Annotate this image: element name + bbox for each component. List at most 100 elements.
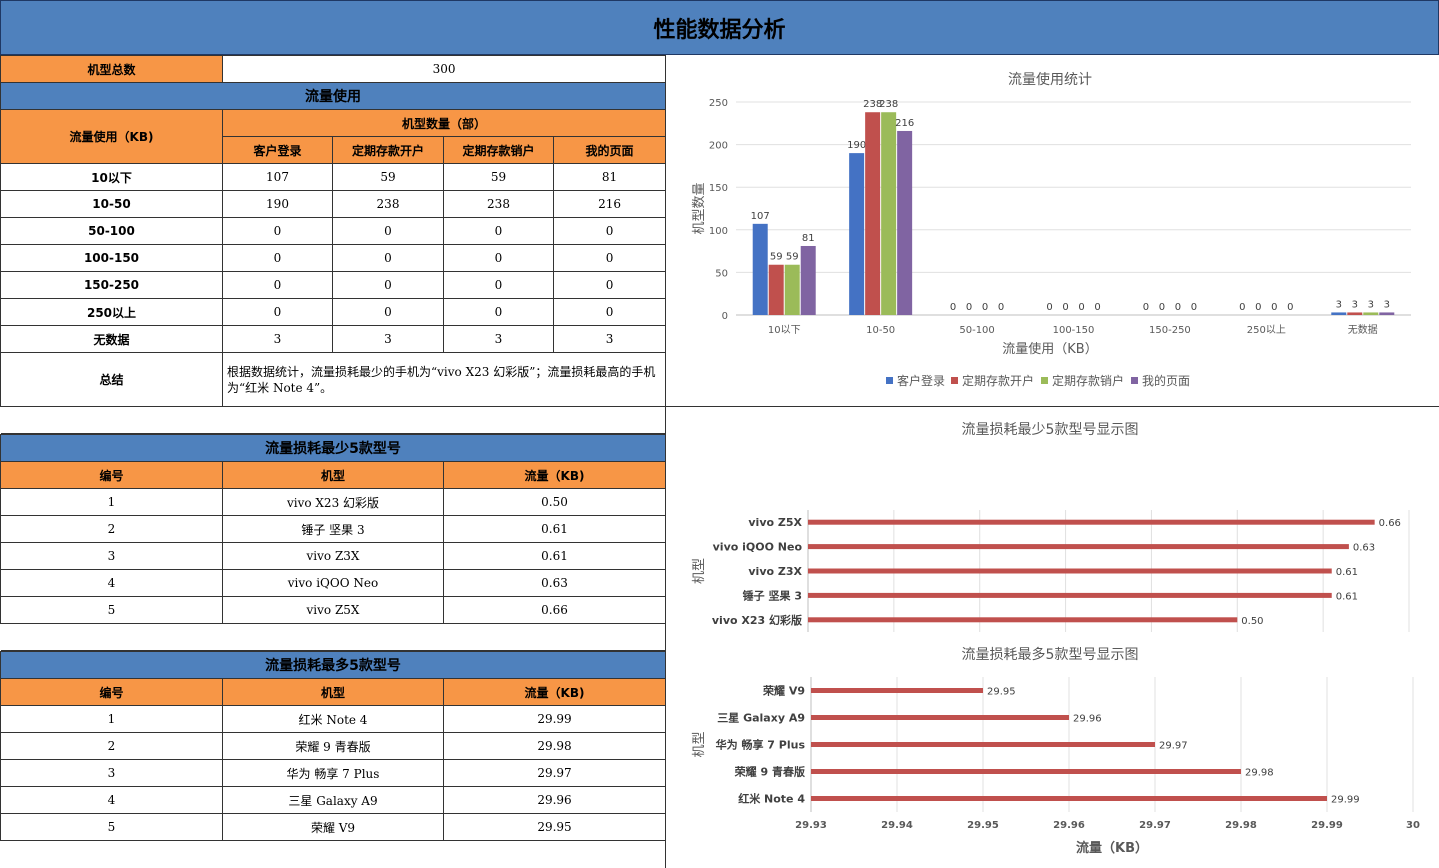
cell: 0.61 <box>442 515 667 543</box>
chart-title: 流量损耗最少5款型号显示图 <box>962 422 1139 438</box>
cell: vivo Z3X <box>222 542 444 570</box>
most-section-title: 流量损耗最多5款型号 <box>0 651 667 679</box>
data-label: 3 <box>1336 299 1342 310</box>
y-tick-label: 三星 Galaxy A9 <box>717 712 805 725</box>
bar <box>881 112 897 315</box>
table-row: 5 荣耀 V9 29.95 <box>0 813 667 841</box>
cell: 0 <box>552 244 667 272</box>
row-label: 10-50 <box>0 190 223 218</box>
data-label: 3 <box>1384 299 1390 310</box>
cell: 190 <box>222 190 333 218</box>
cell: 0 <box>332 271 444 299</box>
col-header: 编号 <box>0 461 223 489</box>
data-label: 0 <box>1239 302 1245 313</box>
y-tick-label: 荣耀 V9 <box>762 684 805 698</box>
most-header-row: 编号 机型 流量（KB) <box>0 678 667 706</box>
data-label: 0.63 <box>1353 543 1375 554</box>
cell: 0.63 <box>442 569 667 597</box>
table-row: 10以下 107 59 59 81 <box>0 163 667 191</box>
data-label: 0.50 <box>1241 616 1263 627</box>
cell: 0 <box>222 244 333 272</box>
cell: 0 <box>443 217 554 245</box>
cell: 2 <box>0 515 223 543</box>
usage-section-title: 流量使用 <box>0 82 667 110</box>
cell: 3 <box>0 542 223 570</box>
cell: 0 <box>552 217 667 245</box>
col-header: 流量（KB) <box>442 678 667 706</box>
bar <box>808 617 1238 623</box>
data-label: 29.97 <box>1159 741 1188 752</box>
cell: 0 <box>443 298 554 326</box>
row-label: 150-250 <box>0 271 223 299</box>
legend-swatch <box>1131 377 1138 384</box>
bar <box>768 264 784 315</box>
col-header: 流量（KB) <box>442 461 667 489</box>
x-tick-label: 无数据 <box>1348 323 1378 336</box>
table-row: 1 vivo X23 幻彩版 0.50 <box>0 488 667 516</box>
cell: 29.95 <box>442 813 667 841</box>
cell: 238 <box>443 190 554 218</box>
y-tick-label: 荣耀 9 青春版 <box>734 765 805 779</box>
data-label: 29.99 <box>1331 795 1360 806</box>
table-row: 50-100 0 0 0 0 <box>0 217 667 245</box>
least-table: 流量损耗最少5款型号 编号 机型 流量（KB) 1 vivo X23 幻彩版 0… <box>0 434 667 651</box>
col-header: 编号 <box>0 678 223 706</box>
data-label: 29.96 <box>1073 714 1102 725</box>
data-label: 0 <box>1191 302 1197 313</box>
spacer <box>0 406 666 434</box>
usage-sub-header-row: 客户登录 定期存款开户 定期存款销户 我的页面 <box>1 136 667 164</box>
y-tick-label: vivo iQOO Neo <box>713 541 803 554</box>
data-label: 3 <box>1368 299 1374 310</box>
total-models-row: 机型总数 300 <box>0 55 667 83</box>
least-bar-chart: 流量损耗最少5款型号显示图00.10.20.30.40.50.60.7vivo … <box>692 422 1410 632</box>
bar <box>808 519 1375 525</box>
x-tick-label: 29.96 <box>1053 820 1085 831</box>
cell: 238 <box>332 190 444 218</box>
data-label: 190 <box>847 140 866 151</box>
cell: 0 <box>443 244 554 272</box>
cell: 59 <box>443 163 554 191</box>
x-tick-label: 150-250 <box>1149 325 1191 336</box>
y-axis-label: 机型 <box>692 731 707 757</box>
data-label: 0 <box>1271 302 1277 313</box>
cell: 2 <box>0 732 223 760</box>
cell: 4 <box>0 786 223 814</box>
cell: 1 <box>0 488 223 516</box>
legend-entry: 客户登录 <box>897 373 945 388</box>
charts-panel: 流量使用统计 0 50 100 150 200 250 机型数量 10以下 107 59 59 81 10… <box>665 55 1439 868</box>
data-label: 0 <box>998 302 1004 313</box>
y-axis-label: 机型 <box>692 558 707 584</box>
data-label: 238 <box>879 99 898 110</box>
data-label: 29.95 <box>987 687 1016 698</box>
table-row: 4 vivo iQOO Neo 0.63 <box>0 569 667 597</box>
cell: 0 <box>332 217 444 245</box>
table-row: 2 锤子 坚果 3 0.61 <box>0 515 667 543</box>
data-label: 0.61 <box>1336 567 1358 578</box>
table-row: 3 华为 畅享 7 Plus 29.97 <box>0 759 667 787</box>
page-title: 性能数据分析 <box>0 0 1439 55</box>
data-label: 0 <box>1287 302 1293 313</box>
legend-entry: 我的页面 <box>1142 373 1190 388</box>
data-label: 0 <box>1078 302 1084 313</box>
cell: 0 <box>332 298 444 326</box>
bar <box>808 544 1349 550</box>
bar <box>1347 312 1363 315</box>
bar <box>897 130 913 315</box>
cell: 3 <box>332 325 444 353</box>
bar <box>849 153 865 315</box>
x-tick-label: 10-50 <box>866 325 895 336</box>
total-models-value: 300 <box>221 55 667 83</box>
row-label: 无数据 <box>0 325 223 353</box>
chart-divider <box>665 406 1439 407</box>
data-label: 0 <box>1062 302 1068 313</box>
cell: 荣耀 9 青春版 <box>222 732 444 760</box>
bar <box>808 568 1332 574</box>
data-label: 81 <box>802 233 815 244</box>
bar <box>811 688 983 693</box>
y-tick-label: vivo X23 幻彩版 <box>712 613 802 627</box>
sub-header: 定期存款销户 <box>443 136 554 164</box>
table-row: 3 vivo Z3X 0.61 <box>0 542 667 570</box>
y-tick-label: 50 <box>715 268 728 279</box>
cell: 0.61 <box>442 542 667 570</box>
cell: 29.97 <box>442 759 667 787</box>
